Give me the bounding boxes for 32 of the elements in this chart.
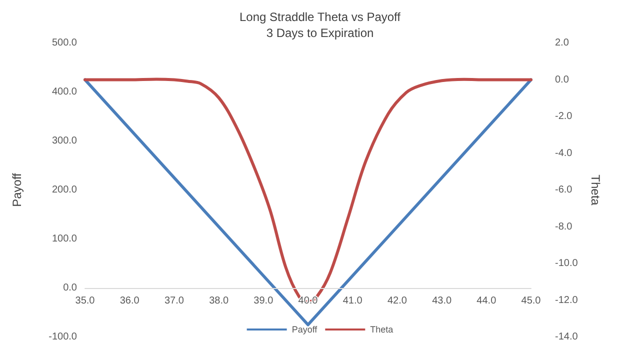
x-tick-label: 42.0: [387, 296, 408, 306]
y2-axis-title: Theta: [588, 174, 603, 206]
y-tick-label: 200.0: [52, 184, 78, 196]
x-tick-label: 43.0: [432, 296, 452, 306]
chart-title: Long Straddle Theta vs Payoff: [240, 10, 402, 24]
y-tick-label: -100.0: [48, 332, 78, 342]
y2-tick-label: -14.0: [555, 332, 578, 342]
y2-tick-label: -8.0: [555, 221, 573, 232]
legend-label: Theta: [370, 324, 394, 334]
x-tick-label: 38.0: [209, 296, 229, 306]
x-tick-label: 37.0: [164, 296, 184, 306]
y2-tick-label: -6.0: [555, 184, 573, 196]
y2-tick-label: -4.0: [555, 148, 573, 159]
y2-tick-label: -10.0: [555, 258, 578, 269]
x-tick-label: 45.0: [521, 296, 542, 306]
chart-subtitle: 3 Days to Expiration: [266, 26, 374, 40]
y2-tick-label: -2.0: [555, 111, 573, 122]
y-tick-label: 100.0: [52, 234, 78, 244]
x-tick-label: 39.0: [254, 296, 274, 306]
x-tick-label: 41.0: [342, 296, 363, 306]
y2-tick-label: 0.0: [555, 74, 570, 86]
x-tick-label: 35.0: [75, 296, 96, 306]
x-tick-label: 36.0: [120, 296, 140, 306]
y-tick-label: 500.0: [52, 38, 78, 48]
legend-label: Payoff: [292, 324, 318, 334]
x-tick-label: 44.0: [476, 296, 497, 306]
y2-tick-label: 2.0: [555, 38, 570, 48]
y-tick-label: 400.0: [52, 86, 78, 98]
y-tick-label: 300.0: [52, 136, 78, 146]
y-axis-title: Payoff: [10, 172, 24, 207]
y2-tick-label: -12.0: [555, 294, 578, 306]
y-tick-label: 0.0: [63, 282, 78, 294]
